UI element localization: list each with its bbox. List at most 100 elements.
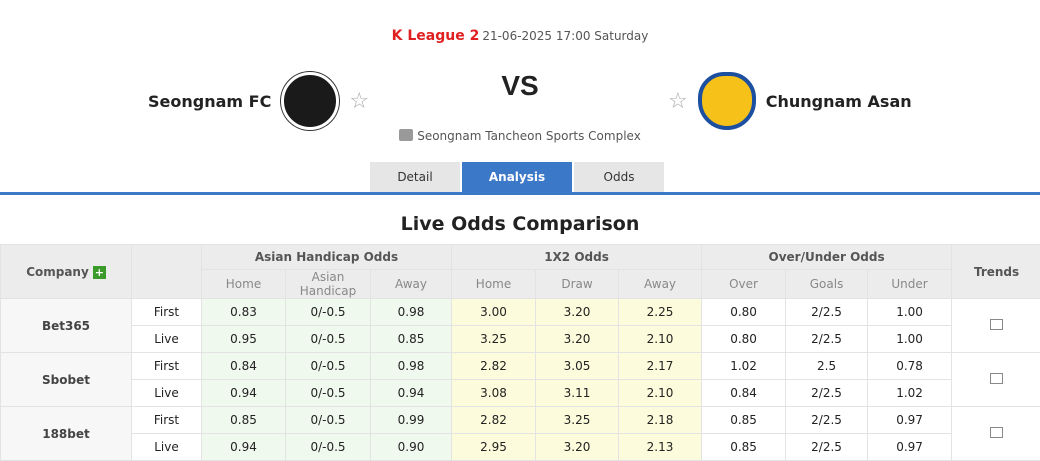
odds-value[interactable]: 2.82 [452,353,536,380]
trend-chart-icon[interactable] [990,373,1003,384]
odds-value[interactable]: 2.95 [452,434,536,461]
odds-value[interactable]: 2/2.5 [786,299,868,326]
sub-header: Away [619,270,702,299]
odds-value[interactable]: 3.20 [536,299,619,326]
league-link[interactable]: K League 2 [392,28,480,44]
odds-value[interactable]: 1.02 [702,353,786,380]
odds-value[interactable]: 0.95 [202,326,286,353]
x12-header: 1X2 Odds [452,245,702,270]
odds-value[interactable]: 0.94 [371,380,452,407]
sub-header: Over [702,270,786,299]
odds-type: First [132,353,202,380]
company-name[interactable]: 188bet [1,407,132,461]
odds-value[interactable]: 0.84 [702,380,786,407]
trends-cell[interactable] [952,407,1040,461]
add-company-icon[interactable]: + [93,266,106,279]
odds-value[interactable]: 0.80 [702,299,786,326]
odds-value[interactable]: 2.25 [619,299,702,326]
odds-value[interactable]: 3.05 [536,353,619,380]
odds-value[interactable]: 0/-0.5 [286,299,371,326]
odds-value[interactable]: 2.10 [619,326,702,353]
odds-value[interactable]: 0.85 [202,407,286,434]
odds-value[interactable]: 0.84 [202,353,286,380]
odds-value[interactable]: 0.98 [371,299,452,326]
odds-value[interactable]: 2/2.5 [786,326,868,353]
company-name[interactable]: Sbobet [1,353,132,407]
venue-name: Seongnam Tancheon Sports Complex [417,129,641,143]
odds-value[interactable]: 3.20 [536,434,619,461]
sub-header: Away [371,270,452,299]
odds-value[interactable]: 1.02 [868,380,952,407]
away-team[interactable]: ☆ Chungnam Asan [668,72,912,130]
odds-value[interactable]: 0.85 [371,326,452,353]
odds-value[interactable]: 0/-0.5 [286,326,371,353]
sub-header: Home [202,270,286,299]
odds-value[interactable]: 0.94 [202,434,286,461]
odds-value[interactable]: 0/-0.5 [286,434,371,461]
sub-header: Under [868,270,952,299]
trends-header: Trends [952,245,1040,299]
odds-value[interactable]: 1.00 [868,299,952,326]
trends-cell[interactable] [952,353,1040,407]
odds-value[interactable]: 2.18 [619,407,702,434]
odds-value[interactable]: 2/2.5 [786,434,868,461]
odds-value[interactable]: 3.00 [452,299,536,326]
sub-header: Asian Handicap [286,270,371,299]
odds-value[interactable]: 1.00 [868,326,952,353]
section-title: Live Odds Comparison [0,213,1040,235]
odds-value[interactable]: 0.98 [371,353,452,380]
odds-value[interactable]: 3.25 [452,326,536,353]
odds-value[interactable]: 0/-0.5 [286,380,371,407]
odds-type: Live [132,380,202,407]
sub-header: Home [452,270,536,299]
stadium-icon [399,129,413,141]
favorite-star-icon[interactable]: ☆ [668,89,688,114]
odds-value[interactable]: 0.83 [202,299,286,326]
odds-value[interactable]: 0.97 [868,407,952,434]
match-datetime: 21-06-2025 17:00 Saturday [482,29,648,43]
trends-cell[interactable] [952,299,1040,353]
odds-value[interactable]: 2.82 [452,407,536,434]
odds-value[interactable]: 2.5 [786,353,868,380]
odds-value[interactable]: 2.10 [619,380,702,407]
sub-header: Draw [536,270,619,299]
odds-value[interactable]: 3.11 [536,380,619,407]
odds-value[interactable]: 2.17 [619,353,702,380]
odds-value[interactable]: 3.08 [452,380,536,407]
odds-value[interactable]: 0.80 [702,326,786,353]
odds-value[interactable]: 0.97 [868,434,952,461]
odds-value[interactable]: 0.99 [371,407,452,434]
divider [0,192,1040,195]
sub-header: Goals [786,270,868,299]
odds-table: Company+ Asian Handicap Odds 1X2 Odds Ov… [0,244,1040,461]
odds-value[interactable]: 0.85 [702,407,786,434]
odds-value[interactable]: 0/-0.5 [286,407,371,434]
trend-chart-icon[interactable] [990,319,1003,330]
odds-type: Live [132,326,202,353]
tab-analysis[interactable]: Analysis [462,162,572,193]
odds-type: First [132,407,202,434]
odds-value[interactable]: 2/2.5 [786,407,868,434]
odds-value[interactable]: 3.20 [536,326,619,353]
odds-value[interactable]: 0/-0.5 [286,353,371,380]
odds-value[interactable]: 0.90 [371,434,452,461]
odds-value[interactable]: 0.85 [702,434,786,461]
tab-detail[interactable]: Detail [370,162,460,193]
odds-value[interactable]: 0.94 [202,380,286,407]
type-header [132,245,202,299]
company-name[interactable]: Bet365 [1,299,132,353]
trend-chart-icon[interactable] [990,427,1003,438]
odds-value[interactable]: 3.25 [536,407,619,434]
away-team-name[interactable]: Chungnam Asan [766,92,912,111]
odds-value[interactable]: 0.78 [868,353,952,380]
tab-odds[interactable]: Odds [574,162,664,193]
odds-value[interactable]: 2/2.5 [786,380,868,407]
ou-header: Over/Under Odds [702,245,952,270]
odds-value[interactable]: 2.13 [619,434,702,461]
